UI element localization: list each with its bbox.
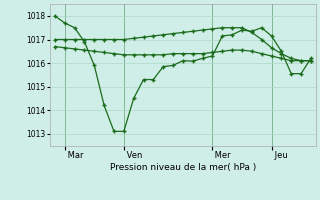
X-axis label: Pression niveau de la mer( hPa ): Pression niveau de la mer( hPa ) (110, 163, 256, 172)
